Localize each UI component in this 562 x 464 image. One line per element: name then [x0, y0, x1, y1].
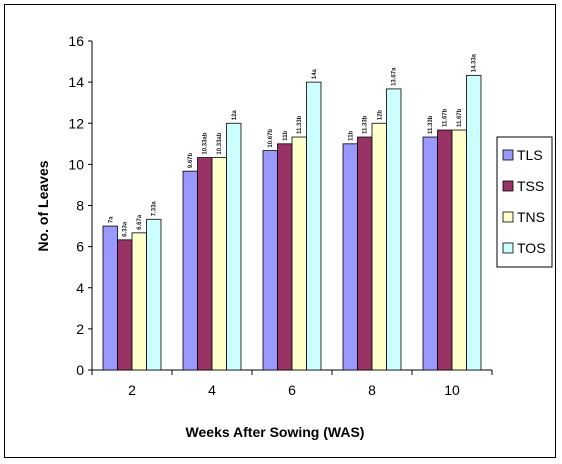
bar-tns	[371, 122, 387, 371]
bar-tos	[306, 81, 322, 371]
bar-tos	[386, 88, 402, 371]
bar-tns	[451, 129, 467, 371]
bar-tos	[226, 122, 242, 371]
y-tick-label: 6	[76, 239, 84, 255]
data-label: 10.33ab	[217, 132, 223, 154]
data-label: 9.67b	[188, 152, 194, 168]
data-label: 10.67b	[268, 129, 274, 148]
y-tick-label: 16	[68, 33, 84, 49]
bar-tls	[182, 170, 198, 371]
legend-label-tns: TNS	[517, 209, 545, 225]
legend-swatch-tns	[502, 211, 514, 223]
bar-tls	[262, 150, 278, 371]
data-label: 6.67a	[137, 214, 143, 230]
legend-swatch-tls	[502, 149, 514, 161]
data-label: 11.67b	[443, 108, 449, 127]
data-label: 14a	[312, 68, 318, 79]
data-label: 7.33a	[152, 201, 158, 217]
x-tick-label: 8	[368, 382, 376, 398]
data-label: 7a	[108, 216, 114, 223]
data-label: 11b	[348, 130, 354, 140]
data-label: 13.67a	[392, 67, 398, 86]
data-label: 11b	[283, 130, 289, 140]
x-tick-label: 4	[208, 382, 216, 398]
y-axis-title: No. of Leaves	[35, 160, 51, 251]
y-tick-label: 2	[76, 321, 84, 337]
bar-tss	[197, 157, 213, 371]
data-label: 11.33b	[428, 115, 434, 134]
data-label: 11.33b	[297, 115, 303, 134]
bar-tls	[422, 136, 438, 371]
bar-tss	[117, 239, 133, 371]
legend-swatch-tss	[502, 180, 514, 192]
legend-label-tls: TLS	[517, 147, 543, 163]
data-label: 12a	[232, 110, 238, 121]
legend-swatch-tos	[502, 242, 514, 254]
y-tick-label: 4	[76, 280, 84, 296]
bar-tns	[211, 157, 227, 371]
data-label: 11.67b	[457, 108, 463, 127]
bar-tss	[437, 129, 453, 371]
data-label: 11.33b	[363, 115, 369, 134]
data-label: 12b	[377, 110, 383, 121]
plot-area: 0 2 4 6 8 10 12 14 16 7a 6.33a 6.67a 7.33a 2 9.67b 10.3…	[68, 33, 493, 398]
legend-label-tos: TOS	[517, 240, 546, 256]
x-tick-label: 10	[444, 382, 460, 398]
y-tick-label: 0	[76, 362, 84, 378]
y-tick-label: 8	[76, 198, 84, 214]
legend: TLS TSS TNS TOS	[502, 147, 546, 256]
bar-tns	[131, 232, 147, 371]
bar-tss	[357, 136, 373, 371]
legend-label-tss: TSS	[517, 178, 544, 194]
x-axis-title: Weeks After Sowing (WAS)	[186, 424, 365, 440]
bar-tns	[291, 136, 307, 371]
data-label: 14.33a	[472, 53, 478, 72]
bar-tls	[342, 143, 358, 371]
bar-tss	[277, 143, 293, 371]
y-tick-label: 12	[68, 115, 84, 131]
bar-tls	[102, 225, 118, 371]
bar-tos	[466, 74, 482, 371]
bar-tos	[146, 218, 162, 371]
data-label: 6.33a	[123, 221, 129, 237]
y-tick-label: 10	[68, 156, 84, 172]
x-tick-label: 6	[288, 382, 296, 398]
x-tick-label: 2	[128, 382, 136, 398]
y-tick-label: 14	[68, 74, 84, 90]
data-label: 10.33ab	[203, 132, 209, 154]
